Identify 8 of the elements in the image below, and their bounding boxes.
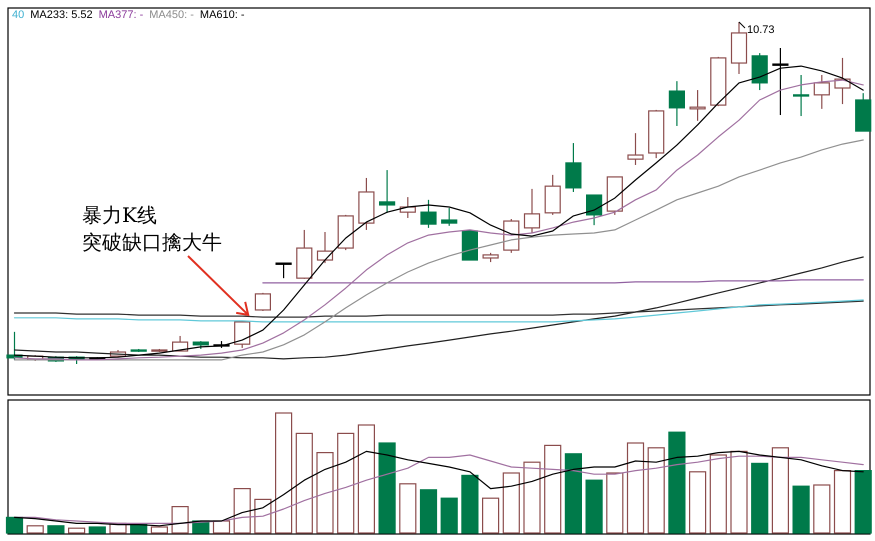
- annotation: 10.73: [747, 24, 775, 36]
- text: MA610: -: [200, 9, 245, 21]
- text: MA450: -: [149, 9, 194, 21]
- annotation: 暴力K线: [82, 203, 157, 227]
- text: MA233: 5.52: [30, 9, 93, 21]
- text: MA377: -: [98, 9, 144, 21]
- annotation: 突破缺口擒大牛: [82, 230, 222, 254]
- text: 40: [12, 9, 24, 21]
